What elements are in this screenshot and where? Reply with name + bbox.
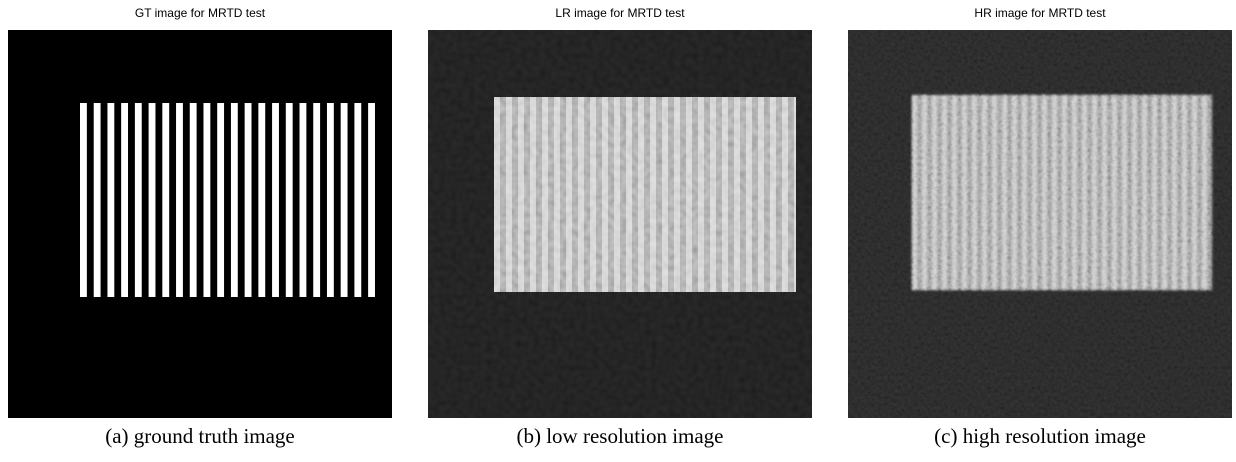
hr-image xyxy=(848,30,1232,418)
lr-image xyxy=(428,30,812,418)
panel-title: GT image for MRTD test xyxy=(8,6,392,20)
figure: {"panels": [ {"title": "GT image for MRT… xyxy=(0,0,1236,462)
panel-caption: (a) ground truth image xyxy=(0,424,432,449)
panel-lr: LR image for MRTD test (b) low resolutio… xyxy=(428,0,812,462)
panel-gt: GT image for MRTD test (a) ground truth … xyxy=(8,0,392,462)
noise xyxy=(428,30,812,418)
bar-target xyxy=(80,103,375,297)
panel-caption: (c) high resolution image xyxy=(808,424,1236,449)
panel-caption: (b) low resolution image xyxy=(388,424,852,449)
panel-title: LR image for MRTD test xyxy=(428,6,812,20)
panel-title: HR image for MRTD test xyxy=(848,6,1232,20)
noise xyxy=(848,30,1232,418)
panel-hr: HR image for MRTD test (c) high resoluti… xyxy=(848,0,1232,462)
page: MRTD test images html, body { margin: 0;… xyxy=(0,0,1236,462)
gt-image xyxy=(8,30,392,418)
